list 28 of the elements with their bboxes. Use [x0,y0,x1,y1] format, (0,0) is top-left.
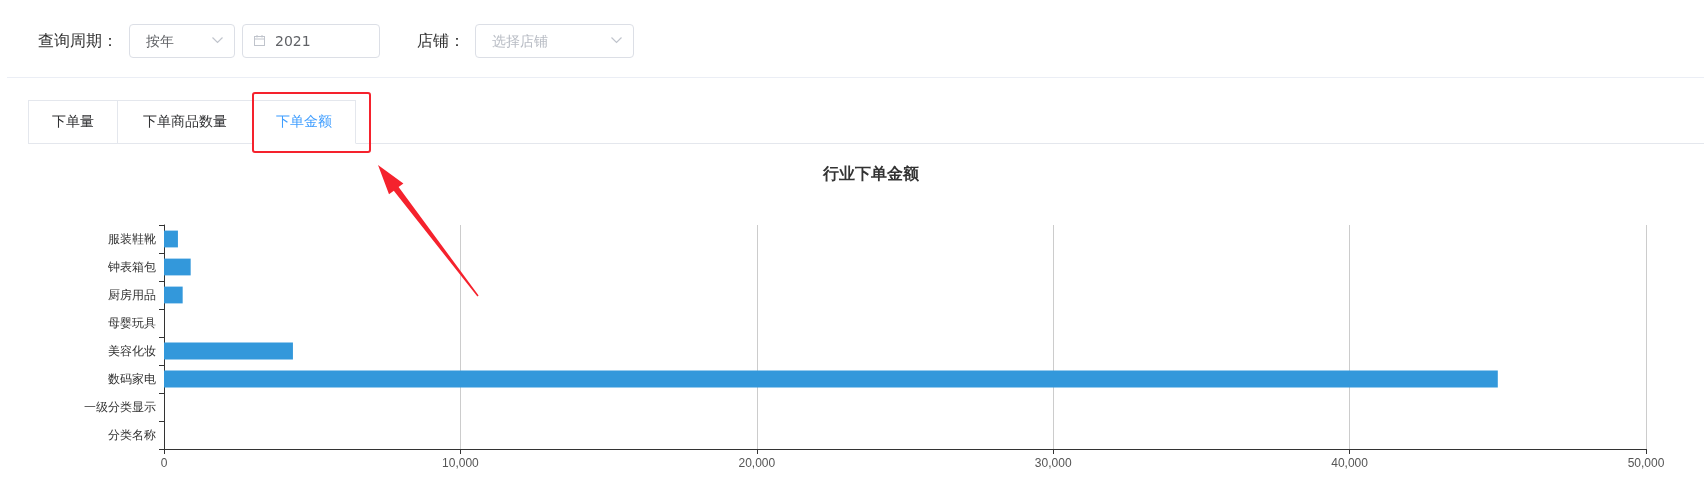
bar [164,286,183,304]
tab: 下单商品数量 [117,100,253,144]
x-tick-label: 30,000 [1034,456,1072,470]
x-tick-label: 40,000 [1331,456,1369,470]
text: 店铺： [417,31,465,51]
y-tick-label: 一级分类显示 [84,400,156,414]
bar [164,370,1498,388]
bar [164,258,191,276]
date-field: 2021 [242,24,380,58]
x-tick-label: 0 [160,456,168,470]
chart-title: 行业下单金额 [822,164,920,182]
bar [164,230,178,248]
bar [164,342,293,360]
y-tick-label: 服装鞋靴 [108,232,156,246]
y-tick-label: 厨房用品 [108,288,156,302]
x-tick-label: 10,000 [442,456,480,470]
tab: 下单金额 [252,100,356,144]
y-tick-label: 母婴玩具 [108,316,156,330]
y-tick-label: 钟表箱包 [107,260,156,274]
select-field: 按年 [129,24,235,58]
x-tick-label: 20,000 [738,456,776,470]
y-tick-label: 数码家电 [108,372,156,386]
text: 查询周期： [38,31,118,51]
x-tick-label: 50,000 [1627,456,1665,470]
tab: 下单量 [28,100,118,144]
y-tick-label: 美容化妆 [108,344,156,358]
y-tick-label: 分类名称 [108,428,156,442]
select-field: 选择店铺 [475,24,634,58]
